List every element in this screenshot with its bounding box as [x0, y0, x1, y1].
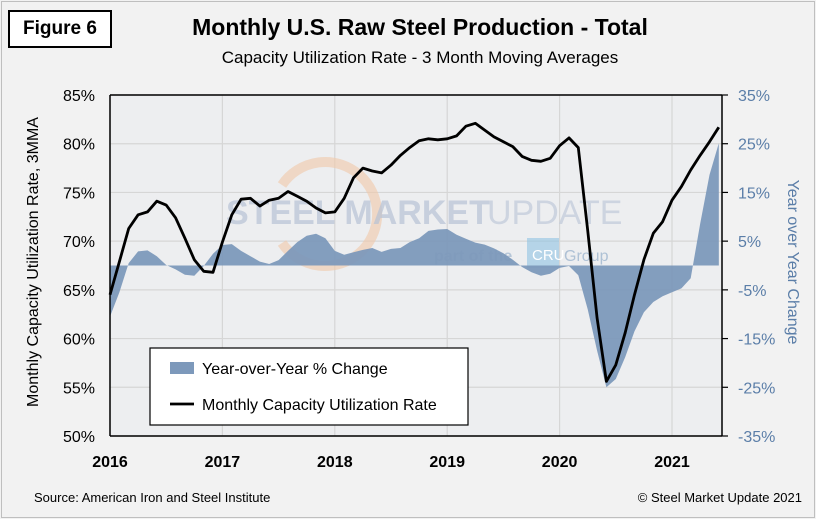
- chart-title: Monthly U.S. Raw Steel Production - Tota…: [192, 14, 648, 40]
- legend-label-yoy: Year-over-Year % Change: [202, 361, 388, 378]
- watermark-badge-text: CRU: [532, 247, 565, 264]
- right-tick-label: -15%: [738, 332, 775, 349]
- right-tick-label: -35%: [738, 429, 775, 446]
- right-tick-label: 35%: [738, 88, 770, 105]
- right-tick-label: 5%: [738, 234, 761, 251]
- left-tick-label: 85%: [63, 88, 95, 105]
- right-tick-label: -5%: [738, 283, 766, 300]
- x-tick-label: 2021: [654, 454, 690, 471]
- yoy-change-area: [110, 143, 719, 388]
- x-tick-label: 2019: [429, 454, 465, 471]
- left-tick-label: 50%: [63, 429, 95, 446]
- right-tick-label: 25%: [738, 137, 770, 154]
- x-tick-label: 2018: [317, 454, 353, 471]
- figure-label: Figure 6: [8, 10, 112, 48]
- watermark-text-bold: STEEL MARKET: [226, 194, 490, 232]
- chart-subtitle: Capacity Utilization Rate - 3 Month Movi…: [221, 48, 619, 67]
- right-tick-label: 15%: [738, 185, 770, 202]
- utilization-line: [108, 121, 720, 383]
- left-tick-label: 80%: [63, 137, 95, 154]
- x-tick-label: 2017: [205, 454, 241, 471]
- watermark-sub-post: Group: [564, 248, 609, 265]
- left-tick-label: 60%: [63, 332, 95, 349]
- left-axis-title: Monthly Capacity Utilization Rate, 3MMA: [25, 117, 42, 407]
- left-tick-label: 75%: [63, 185, 95, 202]
- x-tick-label: 2016: [92, 454, 128, 471]
- left-tick-label: 55%: [63, 380, 95, 397]
- legend-swatch-area: [170, 362, 194, 374]
- x-tick-label: 2020: [542, 454, 578, 471]
- left-tick-label: 65%: [63, 283, 95, 300]
- source-note: Source: American Iron and Steel Institut…: [34, 490, 271, 505]
- left-tick-label: 70%: [63, 234, 95, 251]
- legend-label-utilization: Monthly Capacity Utilization Rate: [202, 397, 437, 414]
- right-tick-label: -25%: [738, 380, 775, 397]
- watermark-badge: [527, 238, 559, 268]
- legend-box: [149, 347, 469, 426]
- right-axis-title: Year over Year Change: [784, 180, 801, 345]
- watermark-text-light: UPDATE: [487, 194, 622, 232]
- copyright-note: © Steel Market Update 2021: [637, 490, 802, 505]
